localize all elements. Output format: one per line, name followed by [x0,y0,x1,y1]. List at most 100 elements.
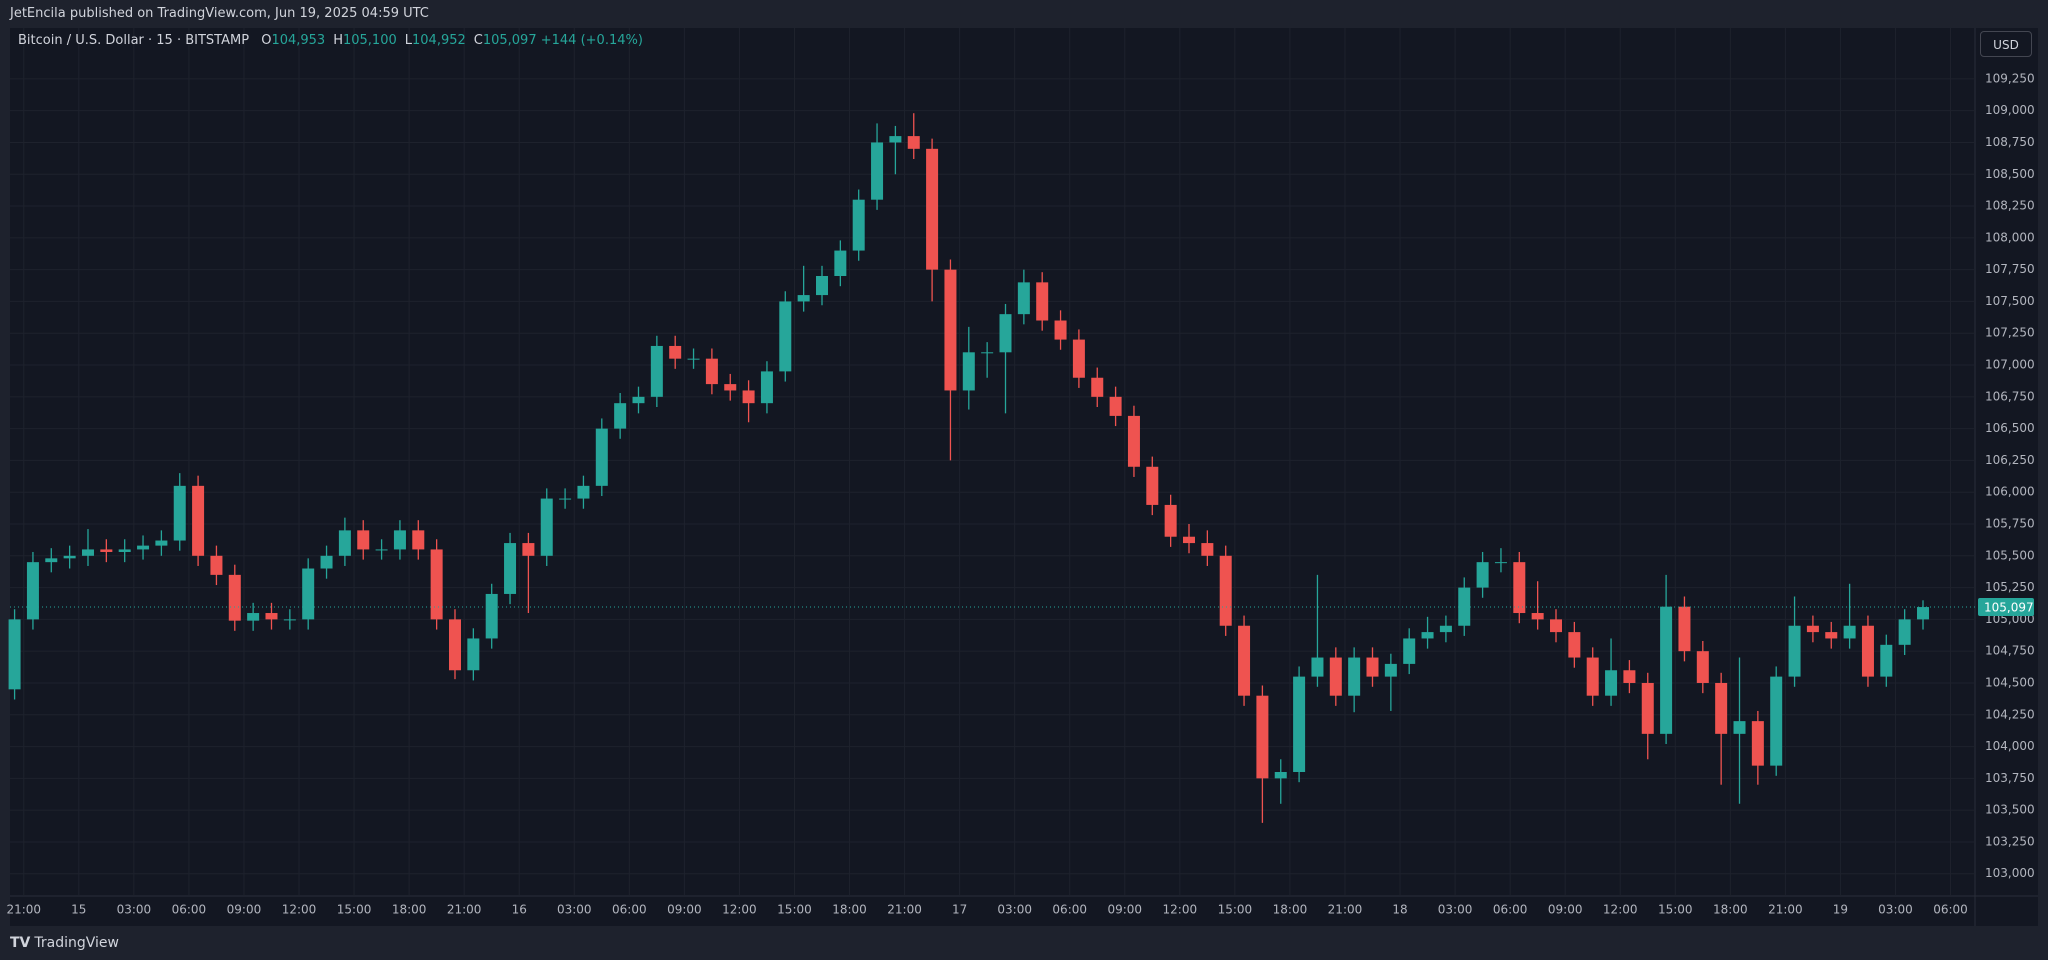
candle-body [1494,562,1507,564]
candle-body [1348,657,1361,696]
candle-body [1476,562,1489,588]
candle-body [1017,282,1030,315]
candle-body [1238,625,1251,696]
candle-body [1127,415,1140,467]
y-tick-label: 107,750 [1985,262,2035,276]
candle-body [1770,676,1783,766]
y-tick-label: 107,000 [1985,358,2035,372]
y-tick-label: 103,000 [1985,866,2035,880]
x-tick-label: 19 [1833,903,1848,917]
candle-body [1274,772,1287,779]
logo: TV [10,935,31,951]
candle-body [412,530,425,550]
ohlc-value: 104,953 [271,33,326,48]
candle-body [302,568,315,620]
candle-body [173,485,186,541]
candle-body [1146,466,1159,505]
candle-body [1384,663,1397,677]
candle-body [687,358,700,360]
candle-body [1201,543,1214,556]
x-tick-label: 03:00 [1878,903,1913,917]
candle-body [1605,670,1618,696]
x-tick-label: 15:00 [1658,903,1693,917]
candle-body [1806,625,1819,633]
candle-body [1715,682,1728,734]
candle-body [1403,638,1416,664]
x-tick-label: 17 [952,903,967,917]
candle-body [999,314,1012,353]
y-tick-label: 106,500 [1985,421,2035,435]
candle-body [1458,587,1471,626]
candle-body [485,593,498,639]
candle-body [1513,562,1526,614]
candle-body [283,619,296,621]
candle-body [981,352,994,354]
candle-body [430,549,443,620]
y-tick-label: 104,500 [1985,675,2035,689]
candle-body [650,345,663,397]
candle-body [1439,625,1452,633]
candle-body [1183,536,1195,544]
y-tick-label: 105,500 [1985,548,2035,562]
candle-body [81,549,94,556]
ohlc-value: 104,952 [412,33,466,48]
candle-body [1751,721,1764,766]
candle-body [265,613,278,620]
candle-body [669,345,682,359]
y-tick-label: 103,500 [1985,803,2035,817]
y-tick-label: 107,500 [1985,294,2035,308]
candle-body [852,199,865,251]
x-tick-label: 06:00 [1493,903,1528,917]
publish-info: JetEncila published on TradingView.com, … [0,0,2048,27]
candle-body [1880,644,1893,677]
x-tick-label: 18:00 [392,903,427,917]
candle-body [375,549,388,551]
candle-body [228,574,241,621]
candle-body [357,530,370,550]
x-tick-label: 09:00 [227,903,262,917]
currency-button[interactable]: USD [1980,31,2032,57]
y-tick-label: 105,250 [1985,580,2035,594]
x-tick-label: 15:00 [1218,903,1253,917]
candle-body [1054,320,1067,340]
x-tick-label: 21:00 [887,903,922,917]
y-tick-label: 109,000 [1985,103,2035,117]
x-tick-label: 12:00 [282,903,317,917]
x-tick-label: 06:00 [172,903,207,917]
change: +144 (+0.14%) [540,33,643,48]
x-tick-label: 09:00 [1107,903,1142,917]
price-axis [1975,28,2038,896]
y-tick-label: 108,000 [1985,230,2035,244]
candle-body [705,358,718,385]
candle-body [1072,339,1085,378]
candle-body [1550,619,1563,633]
x-tick-label: 03:00 [557,903,592,917]
candle-body [559,498,572,500]
y-tick-label: 106,000 [1985,485,2035,499]
candle-body [1568,632,1581,658]
y-tick-label: 103,750 [1985,771,2035,785]
x-tick-label: 15:00 [337,903,372,917]
candle-body [1898,619,1911,645]
candle-body [577,485,590,499]
candle-body [1586,657,1599,696]
candle-body [1293,676,1306,772]
candle-body [118,549,131,552]
candle-body [1164,504,1177,537]
ohlc-value: 105,100 [342,33,397,48]
x-tick-label: 12:00 [722,903,757,917]
x-tick-label: 18:00 [1273,903,1308,917]
candle-body [247,613,260,621]
x-tick-label: 09:00 [1548,903,1583,917]
candle-body [1678,606,1691,652]
x-tick-label: 21:00 [6,903,41,917]
candle-body [1366,657,1379,677]
candle-body [504,543,517,594]
candle-body [742,390,755,404]
candle-body [1256,695,1269,779]
candle-body [393,530,406,550]
candle-body [1311,657,1324,677]
y-tick-label: 109,250 [1985,71,2035,85]
x-tick-label: 06:00 [1052,903,1087,917]
candle-body [467,638,480,671]
